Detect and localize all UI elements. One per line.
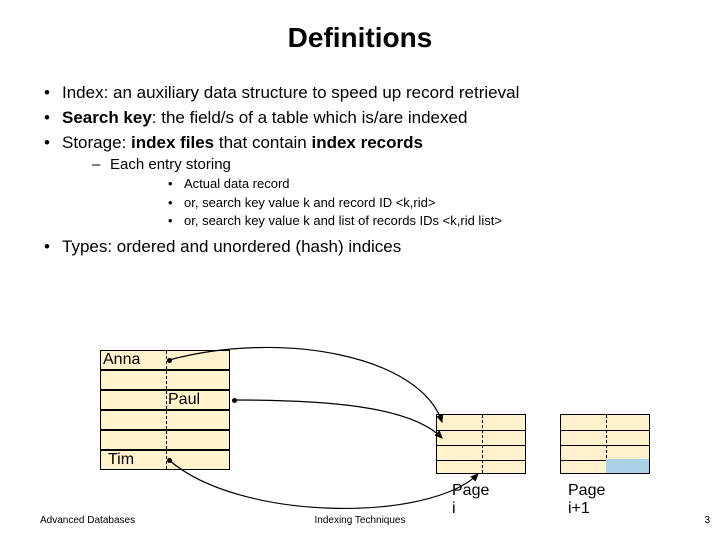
text-bold: Search key (62, 108, 152, 127)
footer-center: Indexing Techniques (0, 515, 720, 526)
index-row (100, 410, 230, 430)
page-i-block (436, 414, 526, 474)
bullet-storage: Storage: index files that contain index … (40, 132, 680, 230)
text: Index: an auxiliary data structure to sp… (62, 83, 519, 102)
bullet-list: Index: an auxiliary data structure to sp… (40, 82, 680, 261)
page-i1-label: Page i+1 (568, 482, 605, 518)
footer-page-number: 3 (704, 515, 710, 526)
page-i-label: Page i (452, 482, 489, 518)
name-anna: Anna (103, 350, 140, 370)
index-row (100, 390, 230, 410)
text: that contain (214, 133, 311, 152)
slide: Definitions Index: an auxiliary data str… (0, 0, 720, 540)
slide-title: Definitions (0, 22, 720, 54)
bullet-search-key: Search key: the field/s of a table which… (40, 107, 680, 130)
arrow-paul (234, 400, 442, 438)
bullet-index: Index: an auxiliary data structure to sp… (40, 82, 680, 105)
bullet-k-ridlist: or, search key value k and list of recor… (110, 212, 680, 230)
pointer-dot (232, 398, 237, 403)
highlight-cell (606, 459, 649, 473)
bullet-types: Types: ordered and unordered (hash) indi… (40, 236, 680, 259)
text-bold: index files (131, 133, 214, 152)
text: : the field/s of a table which is/are in… (152, 108, 468, 127)
bullet-actual-record: Actual data record (110, 175, 680, 193)
bullet-k-rid: or, search key value k and record ID <k,… (110, 194, 680, 212)
pointer-dot (167, 458, 172, 463)
pointer-dot (167, 358, 172, 363)
index-row (100, 370, 230, 390)
index-row (100, 430, 230, 450)
text-bold: index records (311, 133, 423, 152)
name-paul: Paul (168, 390, 200, 410)
bullet-each-entry: Each entry storing Actual data record or… (62, 155, 680, 230)
text: Storage: (62, 133, 131, 152)
text: Each entry storing (110, 156, 231, 173)
name-tim: Tim (108, 450, 134, 470)
